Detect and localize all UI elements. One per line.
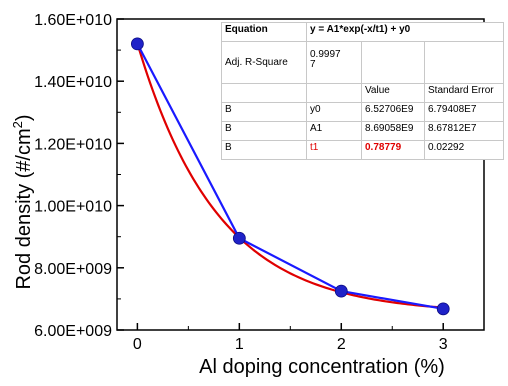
error-cell: 8.67812E7 (424, 121, 504, 141)
data-point (232, 231, 246, 245)
x-tick-label: 0 (133, 336, 142, 353)
dataset-cell: B (221, 121, 307, 141)
value-cell: 6.52706E9 (361, 102, 425, 122)
blank-cell (221, 83, 307, 103)
value-cell: 0.78779 (361, 140, 425, 160)
table-row-headers: Value Standard Error (221, 83, 504, 103)
fit-curve (136, 43, 444, 309)
table-row-adj-r-square: Adj. R-Square 0.9997 7 (221, 41, 504, 84)
y-axis-label-close: ) (13, 114, 35, 121)
value-header-cell: Value (361, 83, 425, 103)
x-tick-label: 3 (439, 336, 448, 353)
y-tick-label: 8.00E+009 (34, 261, 112, 278)
series-line (136, 43, 444, 310)
data-point (436, 302, 450, 316)
error-cell: 0.02292 (424, 140, 504, 160)
param-cell: A1 (306, 121, 362, 141)
table-row-equation: Equation y = A1*exp(-x/t1) + y0 (221, 22, 504, 42)
table-row: B y0 6.52706E9 6.79408E7 (221, 102, 504, 122)
adj-r-square-value-cell: 0.9997 7 (306, 41, 362, 84)
std-error-header-cell: Standard Error (424, 83, 504, 103)
y-tick-label: 6.00E+009 (34, 323, 112, 340)
value-cell: 8.69058E9 (361, 121, 425, 141)
x-tick-label: 2 (337, 336, 346, 353)
fit-results-table: Equation y = A1*exp(-x/t1) + y0 Adj. R-S… (221, 22, 504, 160)
blank-cell (424, 41, 504, 84)
equation-cell: y = A1*exp(-x/t1) + y0 (306, 22, 504, 42)
param-cell: t1 (306, 140, 362, 160)
y-axis-label-superscript: 2 (10, 121, 25, 128)
adj-r-square-label-cell: Adj. R-Square (221, 41, 307, 84)
x-tick-label: 1 (235, 336, 244, 353)
adj-r-square-label: Adj. R-Square (225, 57, 288, 68)
y-axis-label-text: Rod density (#/cm (13, 128, 35, 289)
y-tick-label: 1.60E+010 (34, 12, 112, 29)
adj-r-square-value: 0.9997 (310, 49, 341, 60)
data-point (130, 37, 144, 51)
equation-label-cell: Equation (221, 22, 307, 42)
table-row: B A1 8.69058E9 8.67812E7 (221, 121, 504, 141)
blank-cell (306, 83, 362, 103)
x-axis-label: Al doping concentration (%) (199, 356, 445, 378)
error-cell: 6.79408E7 (424, 102, 504, 122)
y-tick-label: 1.20E+010 (34, 136, 112, 153)
dataset-cell: B (221, 140, 307, 160)
y-tick-label: 1.40E+010 (34, 74, 112, 91)
table-row: B t1 0.78779 0.02292 (221, 140, 504, 160)
param-cell: y0 (306, 102, 362, 122)
blank-cell (361, 41, 425, 84)
axis-ticks: 6.00E+009 8.00E+009 1.00E+010 1.20E+010 1.40… (34, 12, 448, 353)
data-point (334, 284, 348, 298)
y-tick-label: 1.00E+010 (34, 199, 112, 216)
series (130, 37, 450, 316)
adj-r-square-value-overflow: 7 (310, 59, 316, 70)
dataset-cell: B (221, 102, 307, 122)
y-axis-label: Rod density (#/cm2) (10, 114, 35, 289)
